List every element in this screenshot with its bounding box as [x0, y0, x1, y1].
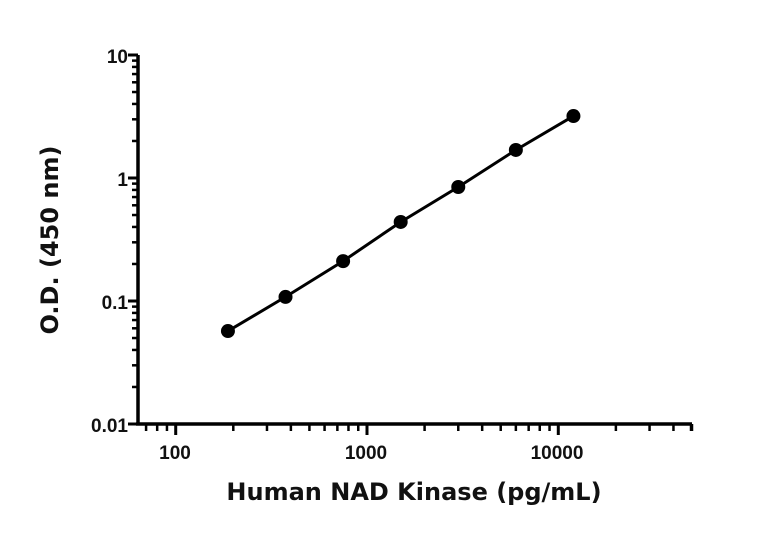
data-point — [508, 142, 523, 157]
y-axis-title: O.D. (450 nm) — [36, 146, 64, 335]
data-point — [278, 289, 293, 304]
data-point — [220, 324, 235, 339]
data-point — [393, 214, 408, 229]
ticks — [128, 53, 694, 435]
x-axis-title: Human NAD Kinase (pg/mL) — [226, 478, 601, 506]
y-tick-label-0.1: 0.1 — [102, 293, 129, 314]
data-point — [336, 254, 351, 269]
axes — [136, 55, 692, 426]
x-tick-label-10000: 10000 — [531, 443, 584, 464]
data-series — [220, 109, 581, 339]
tick-labels: 10 1 0.1 0.01 100 1000 10000 — [91, 47, 583, 464]
data-point — [566, 109, 581, 124]
y-tick-label-10: 10 — [107, 47, 128, 68]
data-point — [451, 179, 466, 194]
y-tick-label-1: 1 — [117, 170, 128, 191]
x-tick-label-100: 100 — [159, 443, 191, 464]
x-tick-label-1000: 1000 — [345, 443, 387, 464]
y-tick-label-0.01: 0.01 — [91, 416, 128, 437]
